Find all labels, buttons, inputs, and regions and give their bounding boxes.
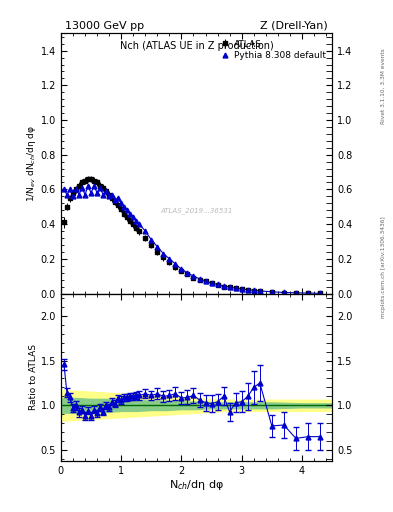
Text: Rivet 3.1.10, 3.3M events: Rivet 3.1.10, 3.3M events [381, 48, 386, 124]
Legend: ATLAS, Pythia 8.308 default: ATLAS, Pythia 8.308 default [217, 38, 328, 62]
Text: 13000 GeV pp: 13000 GeV pp [65, 20, 144, 31]
Y-axis label: 1/N$_{ev}$ dN$_{ch}$/dη dφ: 1/N$_{ev}$ dN$_{ch}$/dη dφ [25, 125, 38, 202]
Text: Z (Drell-Yan): Z (Drell-Yan) [261, 20, 328, 31]
Y-axis label: Ratio to ATLAS: Ratio to ATLAS [29, 344, 38, 410]
Text: ATLAS_2019...36531: ATLAS_2019...36531 [160, 207, 233, 214]
X-axis label: N$_{ch}$/dη dφ: N$_{ch}$/dη dφ [169, 478, 224, 493]
Text: mcplots.cern.ch [arXiv:1306.3436]: mcplots.cern.ch [arXiv:1306.3436] [381, 217, 386, 318]
Text: Nch (ATLAS UE in Z production): Nch (ATLAS UE in Z production) [119, 41, 274, 51]
